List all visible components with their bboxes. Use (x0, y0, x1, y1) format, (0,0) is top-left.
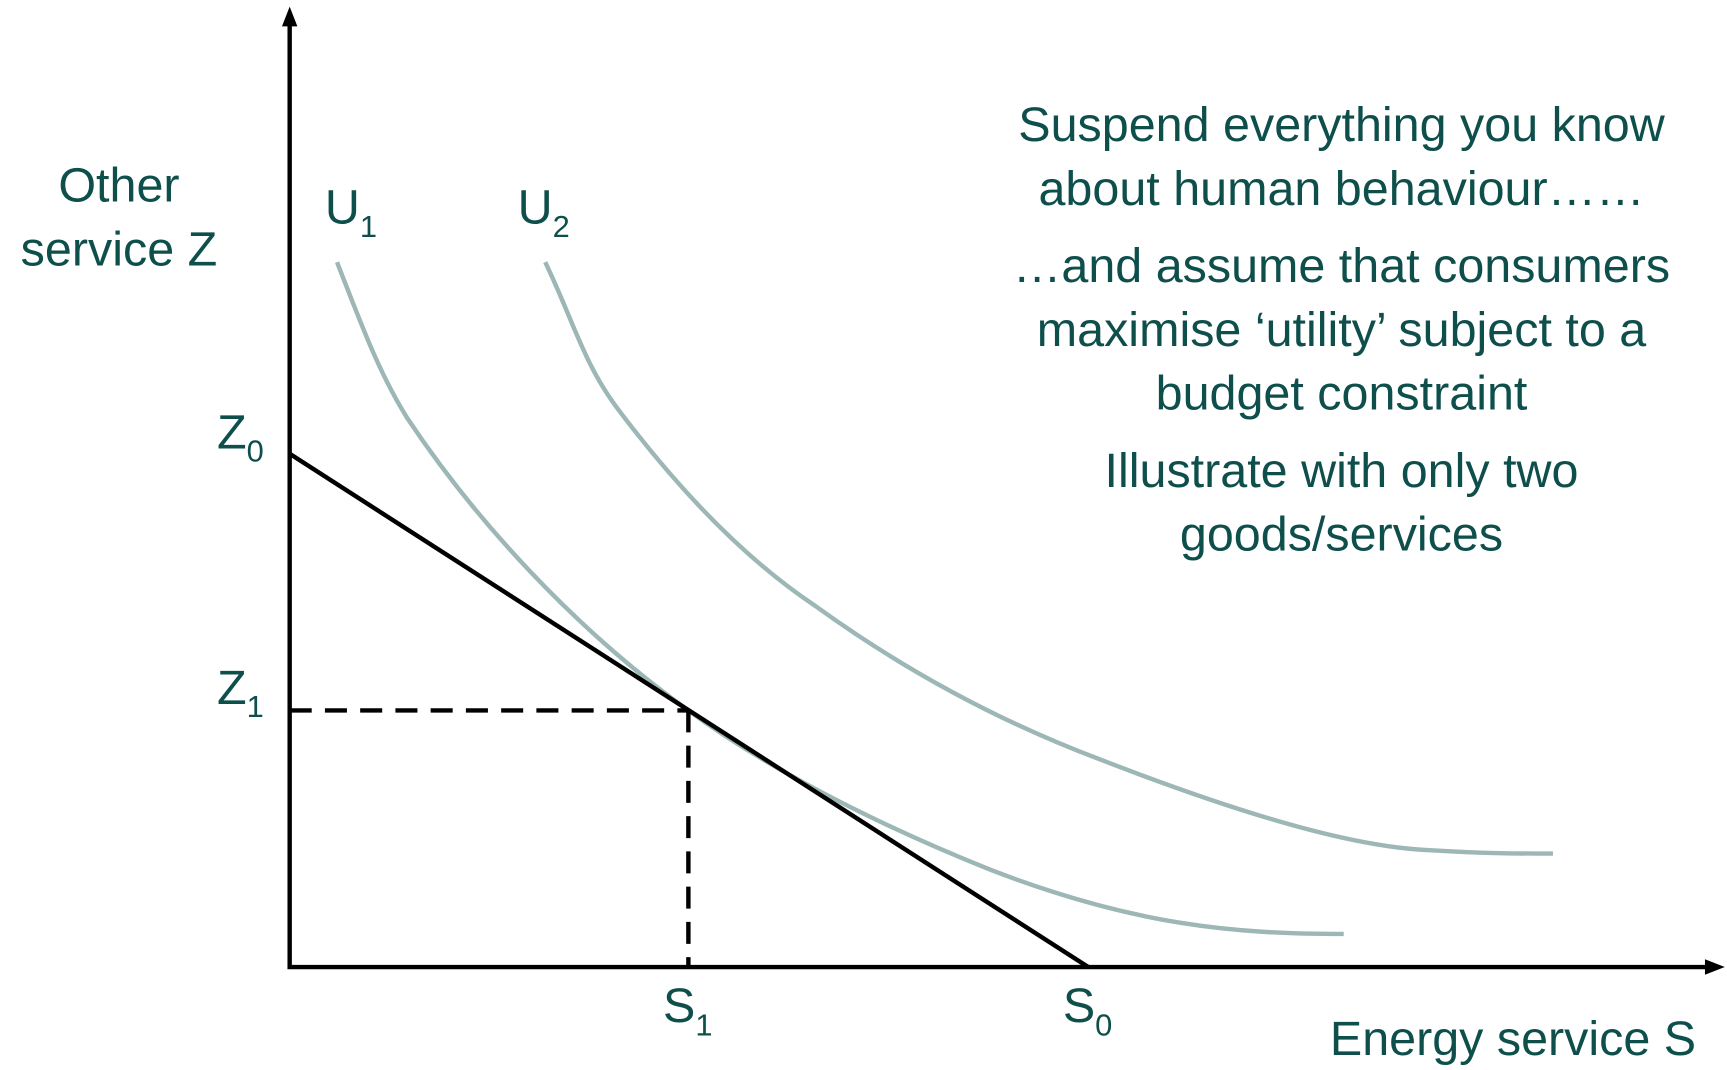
point-label-sub: 1 (247, 689, 264, 724)
x-axis-label: Energy service S (1330, 1012, 1696, 1066)
y-axis-label: Other (58, 159, 179, 213)
note-line: Illustrate with only two (1105, 444, 1579, 498)
curve-label: U1 (325, 181, 377, 244)
curve-label-sub: 2 (553, 209, 570, 244)
point-label-sub: 0 (1095, 1007, 1112, 1042)
note-line: Suspend everything you know (1018, 98, 1665, 152)
note-line: budget constraint (1156, 367, 1528, 421)
indifference-curve-u1 (334, 261, 1344, 937)
point-label-main: S (663, 979, 695, 1033)
note-line: about human behaviour…… (1038, 162, 1644, 216)
indifference-curve-u2 (543, 261, 1553, 856)
note-line: …and assume that consumers (1013, 239, 1670, 293)
point-label-main: Z (217, 661, 247, 715)
point-label-sub: 0 (247, 433, 264, 468)
curve-label-sub: 1 (360, 209, 377, 244)
point-label: S0 (1063, 979, 1112, 1042)
point-label: Z1 (217, 661, 264, 724)
curve-label-main: U (518, 181, 553, 235)
curve-label: U2 (518, 181, 570, 244)
curve-label-main: U (325, 181, 360, 235)
point-label-sub: 1 (695, 1007, 712, 1042)
x-axis-arrow (1704, 959, 1725, 975)
point-label-main: Z (217, 405, 247, 459)
point-label-main: S (1063, 979, 1095, 1033)
point-label: S1 (663, 979, 712, 1042)
y-axis-arrow (281, 6, 298, 27)
y-axis-label: service Z (21, 222, 218, 276)
point-label: Z0 (217, 405, 264, 468)
note-line: maximise ‘utility’ subject to a (1037, 303, 1647, 357)
note-line: goods/services (1180, 508, 1503, 562)
